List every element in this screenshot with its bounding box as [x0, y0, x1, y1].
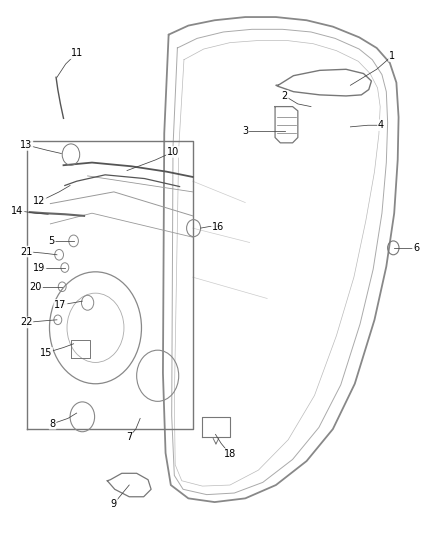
Text: 22: 22 — [20, 318, 32, 327]
Text: 6: 6 — [413, 243, 419, 253]
Text: 10: 10 — [167, 147, 179, 157]
Text: 12: 12 — [33, 197, 46, 206]
Text: 2: 2 — [282, 91, 288, 101]
Text: 19: 19 — [33, 263, 46, 272]
Text: 7: 7 — [126, 432, 132, 442]
Text: 9: 9 — [111, 499, 117, 508]
Text: 5: 5 — [49, 236, 55, 246]
Text: 17: 17 — [54, 300, 67, 310]
Text: 14: 14 — [11, 206, 24, 215]
Text: 16: 16 — [212, 222, 224, 231]
Text: 18: 18 — [224, 449, 236, 459]
Text: 8: 8 — [49, 419, 56, 429]
Text: 21: 21 — [20, 247, 32, 256]
Text: 3: 3 — [242, 126, 248, 135]
Text: 11: 11 — [71, 49, 83, 58]
Text: 20: 20 — [30, 282, 42, 292]
Text: 13: 13 — [20, 140, 32, 150]
Text: 15: 15 — [40, 348, 52, 358]
Text: 1: 1 — [389, 51, 395, 61]
Text: 4: 4 — [378, 120, 384, 130]
